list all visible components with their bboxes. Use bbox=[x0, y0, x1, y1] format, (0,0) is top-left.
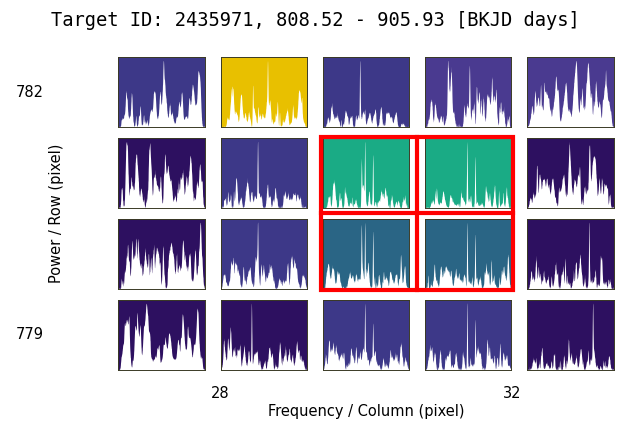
Text: 782: 782 bbox=[16, 85, 44, 100]
Text: 779: 779 bbox=[16, 327, 44, 342]
Text: Power / Row (pixel): Power / Row (pixel) bbox=[49, 144, 64, 283]
Text: 32: 32 bbox=[503, 386, 521, 401]
Text: Target ID: 2435971, 808.52 - 905.93 [BKJD days]: Target ID: 2435971, 808.52 - 905.93 [BKJ… bbox=[51, 11, 580, 30]
Text: Frequency / Column (pixel): Frequency / Column (pixel) bbox=[268, 404, 464, 419]
Text: 28: 28 bbox=[211, 386, 229, 401]
